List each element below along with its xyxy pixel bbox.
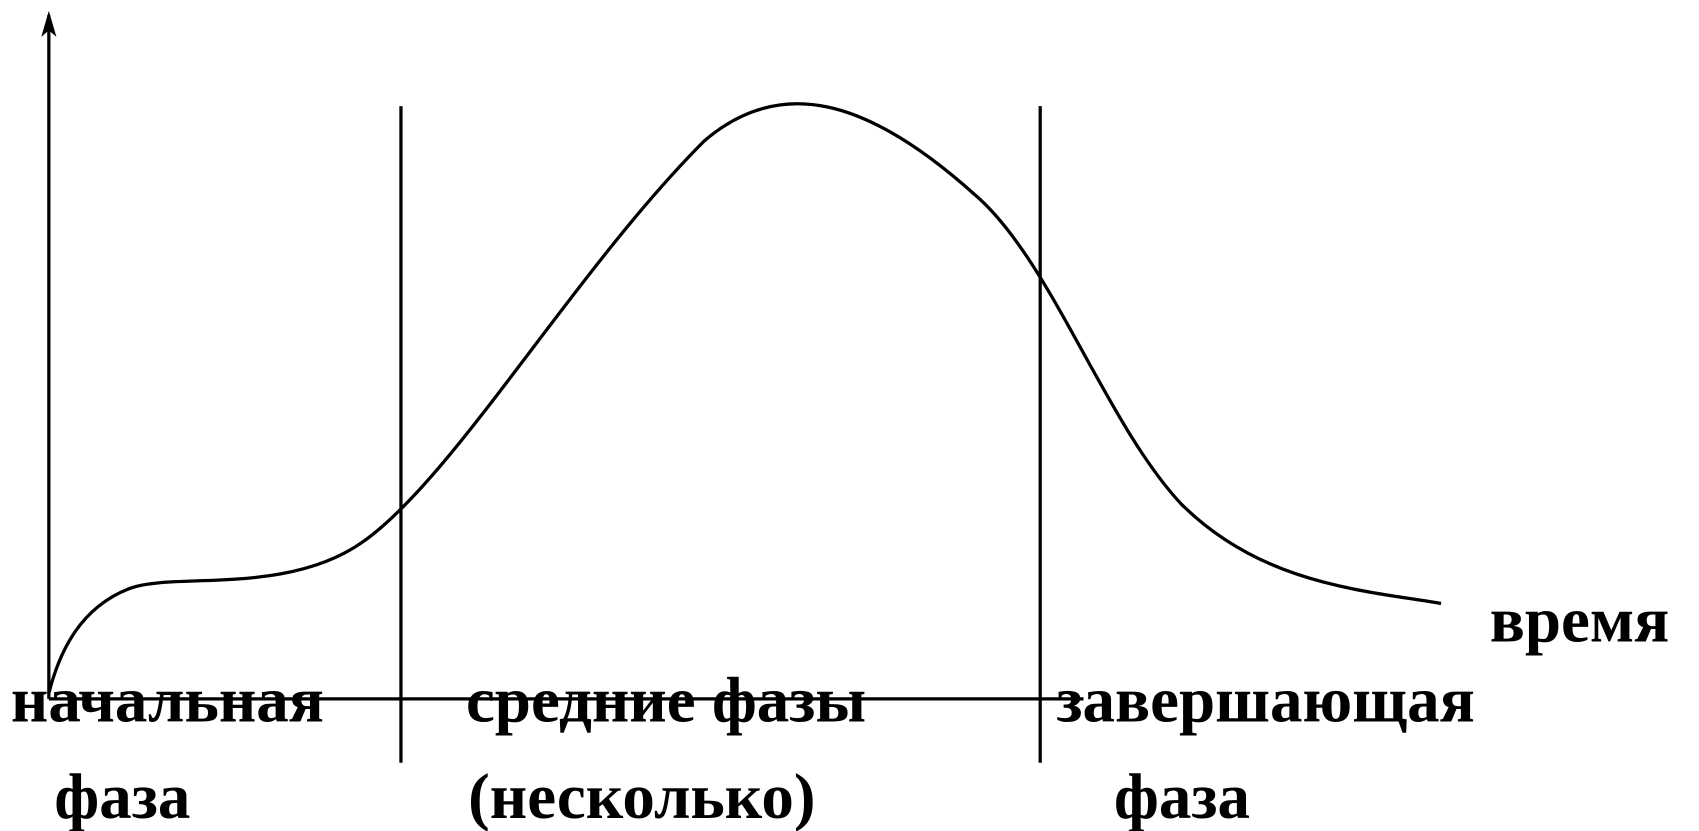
curve	[47, 102, 1442, 694]
axis-label: время	[1490, 584, 1670, 656]
phase-label: фаза	[1114, 761, 1250, 831]
phase-label: фаза	[54, 761, 190, 831]
phase-label: завершающая	[1056, 665, 1474, 737]
phase-label: начальная	[11, 665, 324, 737]
phase-label: средние фазы	[466, 665, 866, 737]
axis-arrow	[41, 10, 57, 37]
phase-label: (несколько)	[468, 761, 815, 831]
